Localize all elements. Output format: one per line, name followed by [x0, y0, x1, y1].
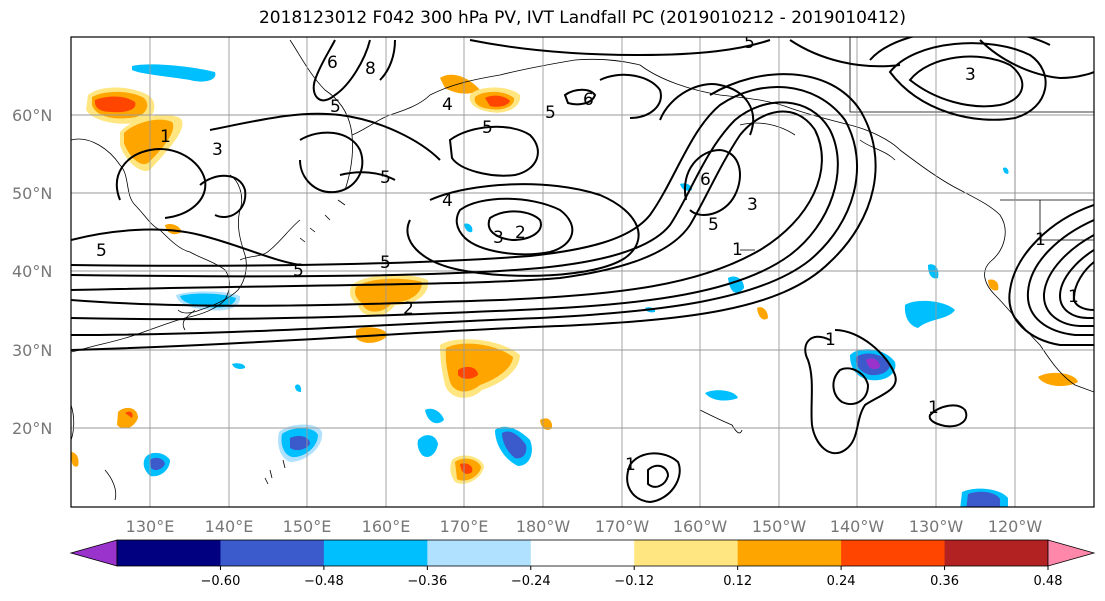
contour-label: 5 — [330, 97, 341, 117]
longitude-labels: 130°E 140°E 150°E 160°E 170°E 180°W 170°… — [126, 517, 1043, 536]
contour-label: 5 — [708, 215, 719, 235]
colorbar-tick-label: −0.12 — [614, 574, 654, 589]
colorbar-segment — [841, 540, 946, 566]
pv-positive-fills — [71, 74, 1078, 484]
contour-label: 6 — [583, 90, 594, 110]
contour-label: 1 — [825, 330, 836, 350]
ivt-contours — [71, 37, 1094, 504]
colorbar-tick-label: −0.60 — [201, 574, 241, 589]
colorbar-tick-label: 0.48 — [1034, 574, 1063, 589]
contour-label: 2 — [515, 223, 526, 243]
lon-label: 120°W — [988, 517, 1043, 536]
contour-label: 1 — [1035, 230, 1046, 250]
map-title: 2018123012 F042 300 hPa PV, IVT Landfall… — [258, 8, 906, 28]
contour-label: 5 — [96, 241, 107, 261]
contour-label: 3 — [212, 140, 223, 160]
colorbar-segment — [220, 540, 325, 566]
lon-label: 160°E — [362, 517, 411, 536]
contour-label: 3 — [965, 65, 976, 85]
lon-label: 180°W — [516, 517, 571, 536]
colorbar-segments — [116, 539, 1049, 567]
contour-label: 4 — [442, 95, 453, 115]
colorbar-extend-low — [69, 539, 118, 567]
lon-label: 150°W — [752, 517, 807, 536]
contour-label: 5 — [293, 261, 304, 281]
lat-label: 60°N — [12, 106, 52, 125]
lat-label: 30°N — [12, 341, 52, 360]
lon-label: 140°E — [205, 517, 254, 536]
contour-label: 2 — [403, 299, 414, 319]
contour-label: 6 — [700, 170, 711, 190]
colorbar-tick-label: 0.24 — [827, 574, 856, 589]
lat-label: 40°N — [12, 262, 52, 281]
contour-label: 1 — [928, 398, 939, 418]
lon-label: 170°E — [440, 517, 489, 536]
lat-label: 50°N — [12, 184, 52, 203]
contour-label: 1 — [732, 240, 743, 260]
contour-label: 4 — [442, 191, 453, 211]
lon-label: 130°W — [909, 517, 964, 536]
contour-label: 1 — [1068, 287, 1079, 307]
latitude-labels: 60°N 50°N 40°N 30°N 20°N — [12, 106, 52, 438]
contour-label: 1 — [625, 455, 636, 475]
contour-labels: 5 6 8 5 4 6 5 5 1 3 5 4 3 2 6 5 3 1 5 5 … — [96, 33, 1079, 475]
contour-label: 5 — [482, 118, 493, 138]
lon-label: 130°E — [126, 517, 175, 536]
colorbar: −0.60 −0.48 −0.36 −0.24 −0.12 0.12 0.24 0.36 0.4… — [69, 539, 1096, 589]
contour-label: 3 — [747, 195, 758, 215]
colorbar-segment — [323, 540, 428, 566]
colorbar-tick-label: 0.12 — [723, 574, 752, 589]
colorbar-extend-high — [1047, 539, 1096, 567]
colorbar-segment — [117, 540, 221, 566]
map-frame — [70, 36, 1095, 508]
colorbar-segment — [944, 540, 1049, 566]
lon-label: 140°W — [830, 517, 885, 536]
lon-label: 170°W — [595, 517, 650, 536]
contour-label: 5 — [545, 103, 556, 123]
contour-label: 1 — [160, 127, 171, 147]
contour-label: 5 — [380, 168, 391, 188]
map-content: 5 6 8 5 4 6 5 5 1 3 5 4 3 2 6 5 3 1 5 5 … — [71, 33, 1094, 507]
contour-label: 5 — [380, 253, 391, 273]
colorbar-tick-label: 0.36 — [930, 574, 959, 589]
lon-label: 160°W — [673, 517, 728, 536]
colorbar-segment — [634, 540, 739, 566]
colorbar-segment — [530, 540, 635, 566]
contour-label: 3 — [493, 228, 504, 248]
colorbar-tick-label: −0.36 — [407, 574, 447, 589]
colorbar-ticks: −0.60 −0.48 −0.36 −0.24 −0.12 0.12 0.24 0.36 0.4… — [201, 566, 1063, 589]
colorbar-segment — [427, 540, 532, 566]
colorbar-segment — [737, 540, 842, 566]
contour-label: 5 — [744, 33, 755, 53]
colorbar-tick-label: −0.48 — [304, 574, 344, 589]
colorbar-tick-label: −0.24 — [511, 574, 551, 589]
graticule — [71, 37, 1094, 507]
lon-label: 150°E — [283, 517, 332, 536]
lat-label: 20°N — [12, 419, 52, 438]
contour-label: 8 — [365, 59, 376, 79]
contour-label: 6 — [327, 53, 338, 73]
